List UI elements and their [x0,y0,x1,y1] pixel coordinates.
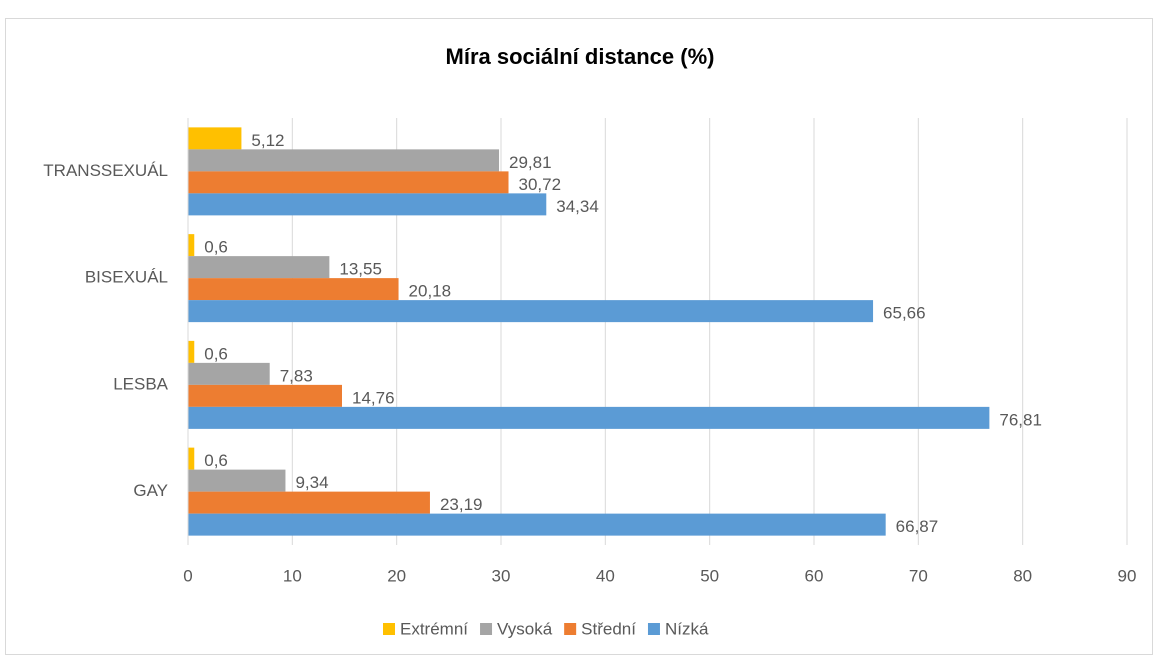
bar [188,171,509,194]
y-tick-label: BISEXUÁL [85,268,168,287]
bar [188,340,195,363]
x-tick-label: 90 [1118,566,1137,585]
legend-swatch [647,623,660,635]
data-label: 14,76 [352,388,395,407]
bar [188,513,886,536]
bar [188,256,330,279]
data-label: 30,72 [519,175,562,194]
chart-title: Míra sociální distance (%) [446,44,715,69]
bar [188,447,195,470]
data-label: 9,34 [295,473,328,492]
data-label: 20,18 [409,282,452,301]
x-tick-label: 40 [596,566,615,585]
bar [188,278,399,301]
bar [188,469,286,492]
x-tick-label: 50 [700,566,719,585]
bar [188,362,270,385]
y-tick-label: LESBA [113,374,168,393]
data-label: 7,83 [280,366,313,385]
data-label: 0,6 [204,451,228,470]
data-label: 65,66 [883,304,926,323]
x-tick-label: 70 [909,566,928,585]
bar [188,300,874,323]
legend-swatch [383,623,395,635]
y-tick-label: TRANSSEXUÁL [43,161,168,180]
x-tick-label: 0 [183,566,192,585]
data-label: 66,87 [896,517,939,536]
x-tick-label: 30 [492,566,511,585]
bar [188,234,195,257]
data-label: 0,6 [204,238,228,257]
chart-border [5,18,1153,655]
legend-label: Nízká [665,619,709,638]
bar [188,491,430,514]
bar [188,384,342,407]
bar [188,127,242,150]
bar [188,406,990,429]
x-tick-label: 60 [805,566,824,585]
data-label: 29,81 [509,153,552,172]
data-label: 5,12 [251,131,284,150]
y-tick-label: GAY [133,481,168,500]
x-tick-label: 10 [283,566,302,585]
x-tick-label: 20 [387,566,406,585]
data-label: 23,19 [440,495,483,514]
legend-label: Extrémní [400,619,468,638]
bar [188,149,500,172]
data-label: 76,81 [999,410,1042,429]
legend-swatch [480,623,493,635]
x-tick-label: 80 [1013,566,1032,585]
legend-label: Vysoká [497,619,553,638]
legend-label: Střední [581,619,636,638]
data-label: 0,6 [204,344,228,363]
data-label: 34,34 [556,197,599,216]
bar [188,193,547,216]
legend-swatch [564,623,577,635]
data-label: 13,55 [339,260,382,279]
